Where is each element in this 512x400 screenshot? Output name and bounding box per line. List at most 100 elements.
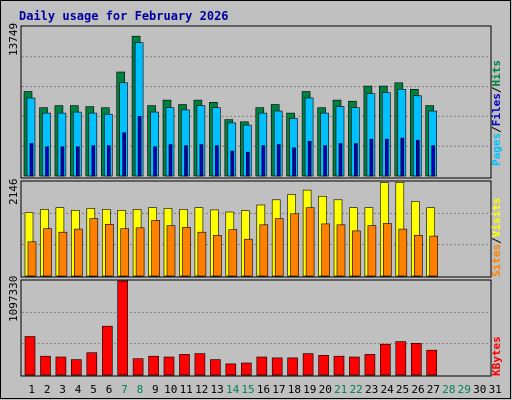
pages-bar (261, 145, 266, 177)
kbytes-bar (102, 325, 113, 376)
pages-bar (184, 145, 188, 177)
x-tick-label: 12 (195, 383, 208, 396)
legend-files: Files (490, 93, 503, 126)
pages-bar (107, 145, 111, 177)
kbytes-bar (364, 354, 376, 376)
sites-bar (259, 224, 269, 277)
kbytes-bar (333, 355, 345, 376)
kbytes-bar (132, 358, 144, 376)
pages-bar (230, 150, 235, 177)
pages-bar (76, 146, 80, 177)
x-tick-label: 8 (137, 383, 144, 396)
x-tick-label: 31 (489, 383, 502, 396)
kbytes-bar (24, 336, 36, 376)
pages-bar (215, 145, 219, 177)
pages-bar (60, 146, 65, 177)
kbytes-bar (163, 356, 175, 376)
kbytes-bar (179, 354, 190, 376)
pages-bar (431, 145, 436, 177)
legend-hits: Hits (490, 60, 503, 87)
sites-bar (213, 235, 222, 277)
x-tick-label: 10 (164, 383, 177, 396)
x-tick-label: 9 (152, 383, 159, 396)
pages-bar (153, 146, 157, 177)
chart-title: Daily usage for February 2026 (19, 9, 229, 23)
pages-bar (168, 144, 173, 177)
pages-bar (292, 147, 296, 177)
x-tick-label: 22 (350, 383, 363, 396)
x-tick-label: 2 (44, 383, 51, 396)
x-tick-label: 20 (319, 383, 332, 396)
sites-bar (105, 224, 114, 277)
x-tick-label: 16 (257, 383, 270, 396)
kbytes-bar (40, 355, 51, 376)
sites-bar (244, 238, 253, 277)
kbytes-bar (194, 353, 206, 376)
x-tick-label: 14 (226, 383, 240, 396)
kbytes-bar (395, 341, 407, 376)
x-tick-label: 17 (272, 383, 285, 396)
sites-bar (166, 225, 176, 277)
legend-sep-2: / (490, 86, 503, 93)
pages-bar (29, 143, 34, 177)
legend-pages: Pages (490, 133, 503, 166)
x-tick-label: 7 (121, 383, 128, 396)
legend-sep-3: / (490, 237, 503, 244)
sites-bar (290, 213, 299, 277)
pages-bar (354, 143, 358, 177)
sites-bar (197, 231, 207, 277)
kbytes-bar (379, 343, 391, 376)
x-tick-label: 15 (241, 383, 254, 396)
pages-bar (276, 144, 281, 177)
x-tick-label: 13 (210, 383, 223, 396)
x-tick-label: 29 (458, 383, 471, 396)
sites-bar (398, 228, 408, 277)
x-axis-labels: 1 2 3 4 5 6 7 8 9 10 11 12 13 14 15 16 17 18 19 20 21 22 23 24 2… (28, 383, 501, 396)
x-tick-label: 23 (365, 383, 378, 396)
sites-bar (413, 235, 423, 277)
kbytes-bar (302, 353, 314, 376)
sites-bar (274, 218, 284, 277)
kbytes-bar (148, 355, 159, 376)
sites-bar (228, 229, 238, 277)
sites-bar (89, 218, 99, 277)
kbytes-bar (210, 359, 221, 376)
kbytes-bar (55, 356, 67, 376)
ymax-label-hits: 13749 (7, 23, 20, 56)
sites-bar (382, 223, 392, 277)
kbytes-bar (271, 357, 283, 376)
pages-bar (137, 116, 142, 177)
x-tick-label: 25 (396, 383, 409, 396)
sites-bar (27, 241, 37, 277)
sites-bar (151, 220, 160, 277)
kbytes-bar (256, 356, 268, 376)
x-tick-label: 11 (180, 383, 193, 396)
sites-bar (305, 207, 315, 277)
x-tick-label: 18 (288, 383, 301, 396)
sites-bar (58, 231, 68, 277)
sites-bar (74, 228, 83, 277)
sites-bar (43, 228, 52, 277)
ymax-label-visits: 2146 (7, 179, 20, 206)
kbytes-bar (410, 342, 422, 376)
legend-panel1: Pages/Files/Hits (490, 60, 503, 166)
bars (23, 35, 439, 376)
sites-bar (429, 235, 439, 277)
kbytes-bar (287, 357, 298, 376)
sites-bar (135, 227, 145, 277)
pages-bar (338, 143, 343, 177)
x-tick-label: 26 (411, 383, 424, 396)
x-tick-label: 21 (334, 383, 347, 396)
pages-bar (369, 138, 374, 177)
legend-kbytes: KBytes (490, 336, 503, 376)
pages-bar (122, 132, 126, 177)
pages-bar (91, 145, 96, 177)
x-tick-label: 30 (473, 383, 486, 396)
sites-bar (321, 223, 330, 277)
sites-bar (352, 230, 361, 277)
kbytes-bar (426, 349, 438, 376)
x-tick-label: 19 (303, 383, 316, 396)
legend-panel2: Sites/Visits (490, 198, 503, 278)
